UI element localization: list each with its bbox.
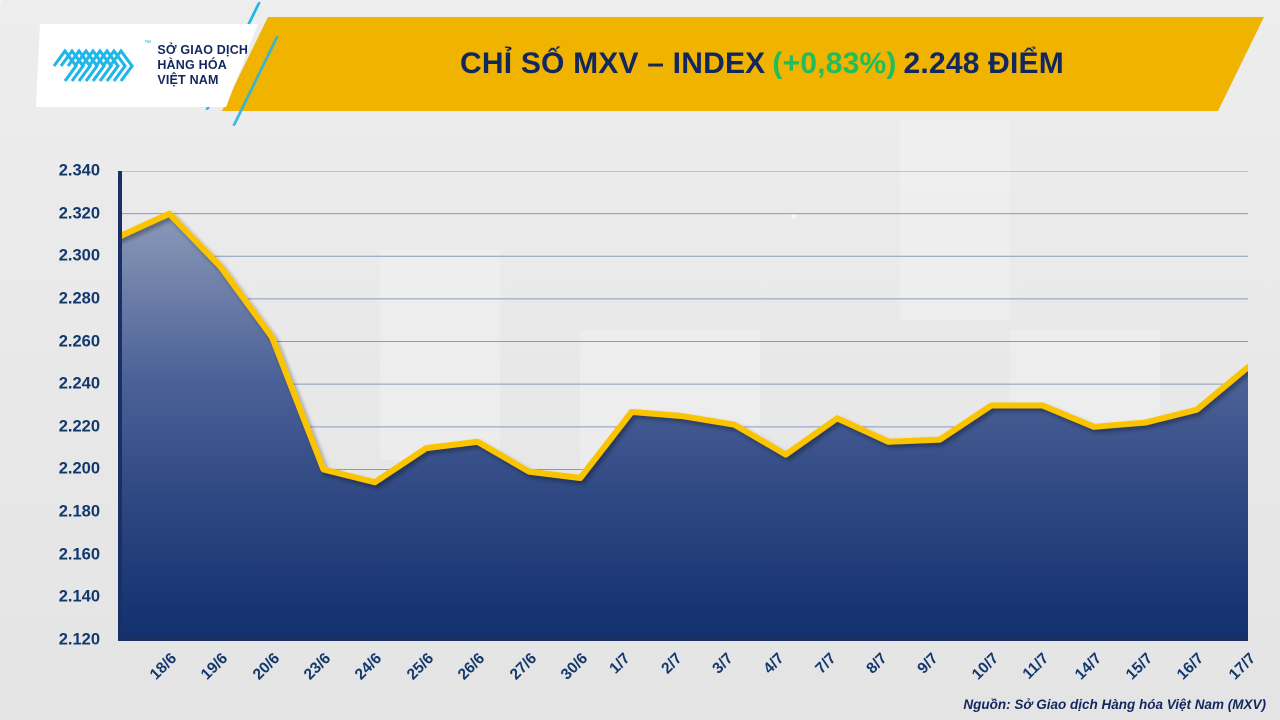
logo-text: SỞ GIAO DỊCH HÀNG HÓA VIỆT NAM	[157, 43, 248, 89]
x-axis-tick-label: 10/7	[968, 650, 1003, 684]
logo-line-3: VIỆT NAM	[157, 73, 219, 88]
x-axis-tick-label: 8/7	[863, 650, 891, 678]
mxv-logo-icon	[52, 43, 138, 89]
x-axis-tick-label: 3/7	[709, 650, 737, 678]
x-axis-tick-label: 26/6	[455, 650, 489, 684]
x-axis-tick-label: 17/7	[1225, 650, 1259, 684]
y-axis-tick-label: 2.240	[58, 374, 100, 393]
y-axis-tick-label: 2.280	[58, 289, 100, 308]
header: CHỈ SỐ MXV – INDEX (+0,83%) 2.248 ĐIỂM	[0, 0, 1280, 128]
x-axis-tick-label: 27/6	[506, 650, 540, 684]
title-change-percent: (+0,83%)	[772, 47, 897, 80]
title-points: 2.248 ĐIỂM	[903, 47, 1064, 80]
chart: 2.340 2.320 2.300 2.280 2.260 2.240 2.220 2.200…	[0, 128, 1280, 720]
title-main: CHỈ SỐ MXV – INDEX	[460, 47, 766, 80]
y-axis-tick-label: 2.200	[58, 459, 100, 478]
x-axis-tick-label: 18/6	[146, 650, 181, 684]
logo: ™ SỞ GIAO DỊCH HÀNG HÓA VIỆT NAM	[36, 24, 258, 107]
x-axis-tick-label: 2/7	[657, 650, 686, 678]
y-axis-tick-label: 2.300	[58, 246, 100, 265]
x-axis-tick-label: 19/6	[198, 650, 232, 684]
y-axis-tick-label: 2.180	[58, 502, 100, 521]
source-note: Nguồn: Sở Giao dịch Hàng hóa Việt Nam (M…	[963, 697, 1266, 712]
x-axis-line	[118, 636, 1248, 641]
y-axis-labels: 2.340 2.320 2.300 2.280 2.260 2.240 2.220 2.200…	[0, 162, 112, 649]
area-fill	[118, 213, 1248, 640]
y-axis-tick-label: 2.320	[58, 204, 100, 223]
x-axis-tick-label: 25/6	[403, 650, 438, 684]
x-axis-tick-label: 15/7	[1122, 650, 1157, 684]
x-axis-tick-label: 7/7	[812, 650, 840, 678]
x-axis-tick-label: 4/7	[760, 650, 788, 678]
x-axis-tick-label: 23/6	[300, 650, 335, 684]
x-axis-tick-label: 9/7	[914, 650, 943, 678]
trademark-icon: ™	[144, 40, 152, 47]
y-axis-line	[118, 171, 122, 640]
x-axis-tick-label: 20/6	[249, 650, 283, 684]
x-axis-tick-label: 14/7	[1071, 650, 1105, 684]
y-axis-tick-label: 2.340	[58, 161, 100, 180]
logo-line-1: SỞ GIAO DỊCH	[157, 42, 249, 57]
data-series-line	[118, 210, 1248, 486]
y-axis-tick-label: 2.140	[58, 587, 100, 606]
header-banner	[222, 17, 1264, 111]
y-axis-tick-label: 2.120	[58, 630, 100, 649]
y-axis-tick-label: 2.220	[58, 417, 100, 436]
y-axis-tick-label: 2.160	[58, 545, 100, 564]
logo-line-2: HÀNG HÓA	[157, 57, 227, 72]
x-axis-tick-label: 16/7	[1174, 650, 1208, 684]
page-title: CHỈ SỐ MXV – INDEX (+0,83%) 2.248 ĐIỂM	[222, 17, 1264, 111]
plot-area	[118, 171, 1248, 640]
x-axis-tick-label: 11/7	[1019, 650, 1053, 683]
y-axis-tick-label: 2.260	[58, 332, 100, 351]
x-axis-tick-label: 24/6	[352, 650, 386, 684]
x-axis-tick-label: 30/6	[557, 650, 592, 684]
x-axis-tick-label: 1/7	[606, 650, 634, 678]
